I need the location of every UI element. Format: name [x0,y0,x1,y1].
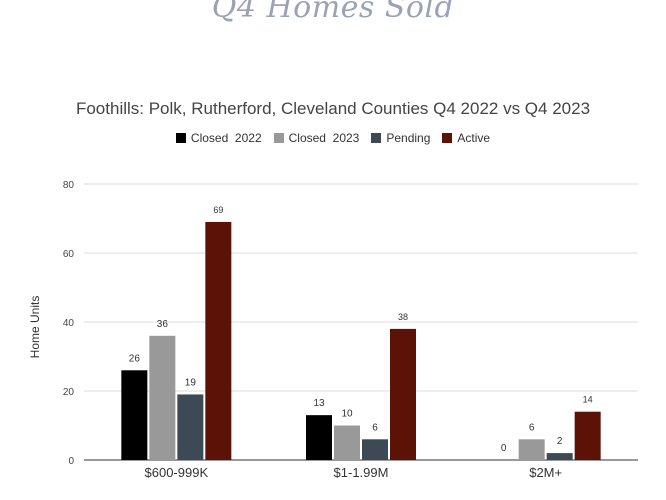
data-label: 19 [185,377,197,388]
data-label: 69 [213,205,223,215]
data-label: 36 [157,319,169,330]
data-label: 6 [529,422,535,433]
data-label: 2 [557,436,563,447]
data-label: 10 [341,409,353,420]
y-tick-label: 0 [68,456,74,467]
legend-item-pending: Pending [371,131,430,145]
chart-legend: Closed 2022 Closed 2023 Pending Active [0,131,666,145]
bar [121,370,148,460]
legend-label-closed-2023: Closed 2023 [288,131,360,145]
legend-swatch-closed-2023 [273,133,284,143]
legend-swatch-active [442,133,453,143]
x-tick-label: $600-999K [145,465,209,480]
bar [149,335,176,460]
bar [205,221,232,460]
y-tick-label: 60 [63,249,75,260]
bar [334,425,360,460]
bar [177,394,204,460]
data-label: 38 [398,312,408,322]
data-label: 6 [372,422,378,433]
y-tick-label: 80 [63,180,75,191]
x-tick-label: $2M+ [529,465,562,480]
bar [574,411,601,460]
data-label: 13 [313,398,325,409]
data-label: 14 [583,395,593,405]
legend-label-active: Active [457,131,491,145]
chart-title: Foothills: Polk, Rutherford, Cleveland C… [75,99,591,118]
bar [362,439,388,460]
bar [546,453,573,460]
legend-item-closed-2023: Closed 2023 [273,131,360,145]
legend-label-pending: Pending [386,131,431,145]
bar [390,328,416,460]
y-tick-label: 20 [63,387,75,398]
legend-item-active: Active [442,131,490,145]
x-tick-label: $1-1.99M [334,465,389,480]
data-label: 26 [129,353,141,364]
page-heading: Q4 Homes Sold [211,0,455,25]
bar [306,415,332,460]
legend-swatch-closed-2022 [175,133,186,143]
data-label: 0 [501,443,507,454]
legend-swatch-pending [371,133,382,143]
y-tick-label: 40 [63,318,75,329]
legend-item-closed-2022: Closed 2022 [175,131,262,145]
bar [518,439,545,460]
legend-label-closed-2022: Closed 2022 [190,131,262,145]
